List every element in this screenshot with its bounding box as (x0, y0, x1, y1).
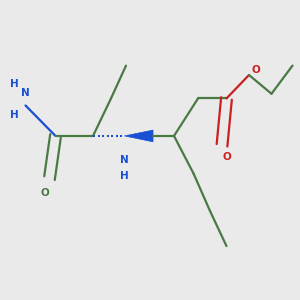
Text: N: N (120, 155, 129, 165)
Text: O: O (222, 152, 231, 162)
Text: O: O (252, 65, 261, 75)
Polygon shape (124, 130, 153, 142)
Text: O: O (40, 188, 49, 197)
Text: N: N (21, 88, 30, 98)
Text: H: H (10, 80, 19, 89)
Text: H: H (120, 171, 129, 181)
Text: H: H (10, 110, 19, 120)
